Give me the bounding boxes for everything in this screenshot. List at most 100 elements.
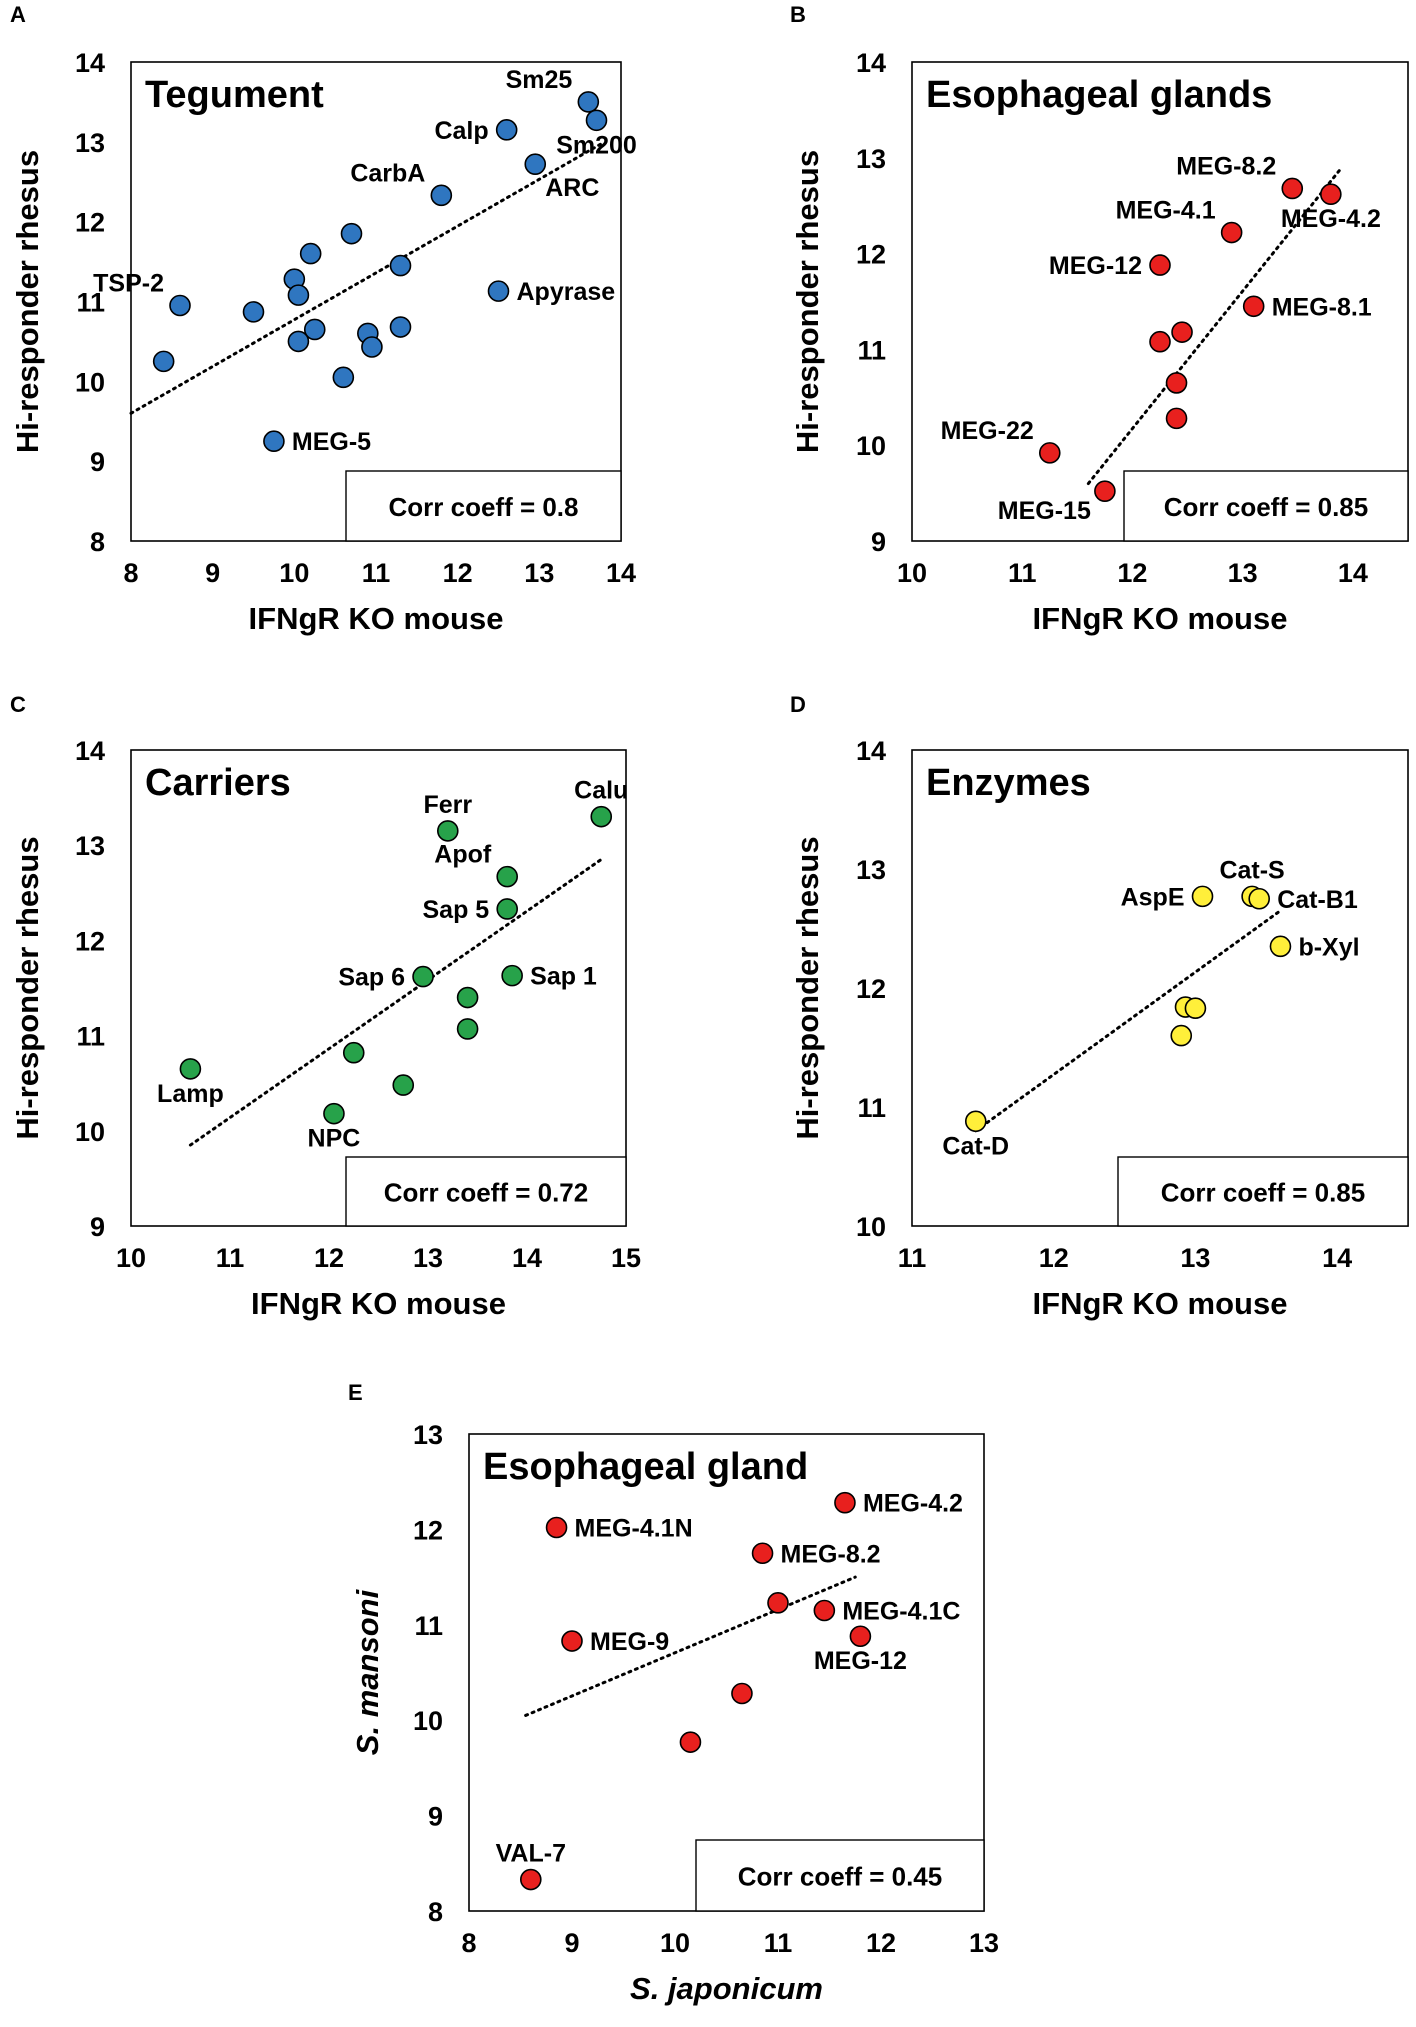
y-tick-label: 10 — [75, 367, 105, 397]
x-tick-label: 10 — [897, 558, 927, 588]
y-axis-title: Hi-responder rhesus — [10, 836, 45, 1139]
data-point — [561, 1630, 583, 1652]
point-label: Sm25 — [506, 66, 573, 94]
y-tick-label: 14 — [856, 48, 886, 78]
point-label: Calp — [434, 117, 488, 145]
x-tick-label: 10 — [116, 1243, 146, 1273]
point-label: MEG-4.1 — [1116, 197, 1216, 225]
y-axis-title: Hi-responder rhesus — [790, 836, 825, 1139]
panel-a: A 8 9 10 11 12 13 14 8 9 10 11 12 13 14 IFNgR KO mouse H… — [10, 2, 637, 636]
x-axis-title: IFNgR KO mouse — [1033, 1286, 1288, 1321]
data-point — [1248, 887, 1270, 910]
y-tick-label: 13 — [75, 128, 105, 158]
corr-box — [1117, 1156, 1409, 1227]
corr-coeff-label: Corr coeff = 0.85 — [1164, 492, 1368, 522]
data-point — [430, 184, 453, 207]
point-label: AspE — [1121, 883, 1185, 911]
panel-e: E 8 9 10 11 12 13 8 9 10 11 12 13 S. japonicum S. mans… — [348, 1380, 999, 2006]
point-label: Lamp — [157, 1080, 224, 1108]
data-point — [751, 1542, 774, 1565]
data-point — [1320, 183, 1342, 206]
point-label: NPC — [308, 1125, 361, 1153]
point-label: Apyrase — [517, 278, 616, 306]
data-point — [496, 865, 519, 888]
point-label: MEG-12 — [814, 1647, 907, 1675]
data-point — [577, 91, 600, 113]
point-label: Sm200 — [556, 131, 637, 159]
y-tick-label: 9 — [428, 1802, 443, 1832]
data-point — [332, 366, 355, 389]
panel-letter: B — [790, 2, 806, 27]
trend-line — [129, 140, 607, 415]
panel-title: Tegument — [145, 74, 324, 116]
y-tick-label: 12 — [75, 926, 105, 956]
y-tick-label: 14 — [75, 736, 105, 766]
x-axis-title: IFNgR KO mouse — [249, 601, 504, 636]
corr-coeff-label: Corr coeff = 0.45 — [738, 1862, 942, 1892]
y-tick-label: 14 — [75, 48, 105, 78]
data-point — [524, 153, 547, 175]
point-label: Ferr — [423, 791, 472, 819]
point-label: Cat-D — [942, 1132, 1009, 1160]
point-label: Cat-S — [1219, 856, 1284, 884]
point-label: MEG-8.1 — [1272, 293, 1372, 321]
data-point — [495, 119, 518, 141]
point-label: MEG-15 — [998, 497, 1091, 525]
data-point — [287, 330, 310, 353]
point-label: MEG-4.2 — [863, 1490, 963, 1518]
panel-d: D 11 12 13 14 10 11 12 13 14 IFNgR KO mouse Hi-resp… — [790, 692, 1409, 1321]
data-point — [242, 301, 265, 323]
data-point — [169, 294, 191, 317]
y-tick-label: 13 — [856, 144, 886, 174]
y-tick-label: 9 — [90, 447, 105, 477]
corr-coeff-label: Corr coeff = 0.85 — [1161, 1178, 1365, 1208]
x-tick-label: 13 — [1180, 1243, 1210, 1273]
y-tick-label: 11 — [414, 1611, 443, 1641]
x-tick-label: 10 — [660, 1928, 690, 1958]
point-label: Calu — [574, 777, 628, 805]
corr-box — [345, 1156, 627, 1227]
data-point — [487, 280, 510, 302]
x-tick-label: 11 — [764, 1928, 793, 1958]
point-label: b-Xyl — [1298, 933, 1359, 961]
panel-title: Esophageal glands — [926, 74, 1272, 116]
x-axis-title: IFNgR KO mouse — [251, 1286, 506, 1321]
x-tick-label: 9 — [564, 1928, 579, 1958]
y-axis-title: Hi-responder rhesus — [790, 150, 825, 453]
trend-line — [974, 909, 1282, 1133]
y-tick-label: 12 — [75, 208, 105, 238]
x-tick-label: 11 — [898, 1243, 927, 1273]
data-point — [1170, 1024, 1193, 1047]
point-label: MEG-9 — [590, 1628, 669, 1656]
y-tick-label: 9 — [90, 1212, 105, 1242]
data-point — [361, 336, 383, 358]
data-point — [1094, 480, 1116, 502]
y-axis-title: Hi-responder rhesus — [10, 150, 45, 453]
y-tick-label: 10 — [75, 1117, 105, 1147]
y-tick-label: 9 — [871, 527, 886, 557]
point-label: ARC — [545, 174, 599, 202]
data-point — [392, 1074, 415, 1096]
data-point — [456, 1018, 479, 1040]
x-tick-label: 12 — [314, 1243, 344, 1273]
trend-line — [188, 857, 603, 1147]
y-tick-label: 8 — [428, 1897, 443, 1927]
panel-letter: D — [790, 692, 806, 717]
data-point — [323, 1102, 345, 1125]
x-tick-label: 13 — [524, 558, 554, 588]
x-tick-label: 14 — [1322, 1243, 1352, 1273]
y-tick-label: 13 — [75, 831, 105, 861]
point-label: MEG-22 — [941, 417, 1034, 445]
x-tick-label: 13 — [969, 1928, 999, 1958]
corr-coeff-label: Corr coeff = 0.72 — [384, 1178, 588, 1208]
data-point — [1038, 442, 1061, 464]
y-tick-label: 11 — [76, 1022, 105, 1052]
data-point — [299, 242, 322, 265]
x-tick-label: 10 — [279, 558, 309, 588]
corr-box — [1123, 470, 1409, 542]
data-point — [590, 805, 613, 828]
data-point — [263, 430, 285, 453]
data-point — [519, 1868, 542, 1891]
x-tick-label: 9 — [205, 558, 220, 588]
y-axis-title: S. mansoni — [350, 1588, 385, 1755]
